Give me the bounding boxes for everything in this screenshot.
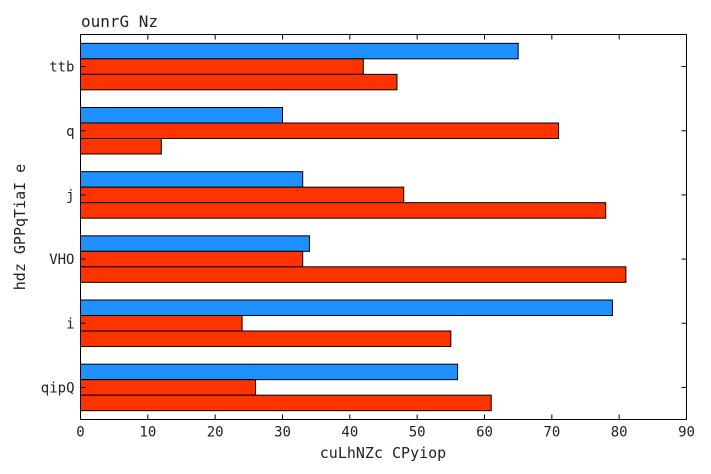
- x-tick-label-40: 40: [341, 425, 358, 441]
- x-tick-label-30: 30: [274, 425, 291, 441]
- y-axis-ticks: ttb q j VHO i qipQ: [41, 60, 687, 396]
- bar-i-series-3: [80, 330, 452, 347]
- bar-q-series-1: [80, 107, 283, 124]
- y-tick-label-i: i: [66, 316, 74, 332]
- y-tick-label-VHO: VHO: [49, 252, 74, 268]
- bar-i-series-1: [80, 299, 613, 316]
- bars-group: [80, 42, 627, 412]
- chart-title: ounrG Nz: [81, 12, 158, 31]
- bar-qipQ-series-3: [80, 394, 492, 412]
- y-tick-label-ttb: ttb: [49, 60, 74, 76]
- x-tick-label-0: 0: [76, 425, 84, 441]
- bar-ttb-series-1: [80, 42, 519, 60]
- y-tick-label-j: j: [66, 188, 74, 204]
- x-tick-label-50: 50: [409, 425, 426, 441]
- bar-qipQ-series-2: [80, 379, 257, 396]
- x-axis-ticks: 0 10 20 30 40 50 60 70 80 90: [76, 34, 695, 441]
- x-tick-label-70: 70: [543, 425, 560, 441]
- x-tick-label-80: 80: [611, 425, 628, 441]
- bar-VHO-series-1: [80, 235, 310, 252]
- y-tick-label-qipQ: qipQ: [41, 380, 75, 396]
- x-tick-label-60: 60: [476, 425, 493, 441]
- bar-qipQ-series-1: [80, 363, 459, 381]
- x-tick-label-90: 90: [678, 425, 695, 441]
- bar-i-series-2: [80, 315, 243, 332]
- y-tick-label-q: q: [66, 124, 74, 140]
- x-tick-label-10: 10: [139, 425, 156, 441]
- bar-j-series-3: [80, 202, 607, 219]
- x-axis-label: cuLhNZc CPyiop: [320, 444, 446, 462]
- bar-q-series-3: [80, 138, 162, 155]
- bar-VHO-series-2: [80, 250, 304, 268]
- bar-VHO-series-3: [80, 266, 627, 283]
- bar-ttb-series-2: [80, 58, 364, 75]
- bar-j-series-2: [80, 186, 405, 204]
- plot-frame: [80, 34, 687, 420]
- x-tick-label-20: 20: [207, 425, 224, 441]
- bar-q-series-2: [80, 122, 560, 139]
- y-axis-label: hdz GPPqTiaI e: [11, 164, 29, 290]
- bar-ttb-series-3: [80, 73, 398, 91]
- bar-j-series-1: [80, 171, 304, 188]
